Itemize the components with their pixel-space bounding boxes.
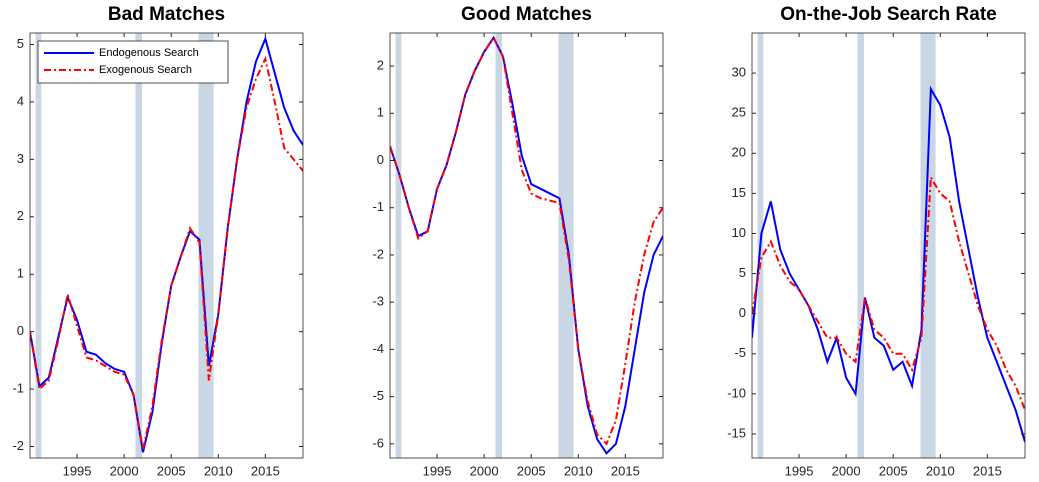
legend-label: Exogenous Search	[99, 64, 192, 76]
series-line	[752, 173, 1025, 411]
x-tick-label: 2005	[517, 463, 546, 478]
x-tick-label: 2015	[611, 463, 640, 478]
x-tick-label: 2010	[564, 463, 593, 478]
y-tick-label: 2	[17, 208, 24, 223]
y-tick-label: 0	[739, 305, 746, 320]
y-tick-label: 10	[732, 225, 746, 240]
panel: -2 -1 0 1 2 3 4 5 1995 2000 2005 2010 2015 Bad Matche…	[12, 4, 304, 478]
y-tick-label: 15	[732, 185, 746, 200]
y-tick-label: 0	[377, 152, 384, 167]
y-tick-label: -3	[372, 294, 384, 309]
axes-box	[751, 32, 1026, 459]
plot-area	[752, 33, 1025, 458]
y-tick-label: -5	[734, 345, 746, 360]
series-line	[752, 85, 1025, 443]
y-tick-label: 2	[377, 57, 384, 72]
x-tick-label: 2015	[973, 463, 1002, 478]
y-tick-label: 3	[17, 151, 24, 166]
recession-band	[198, 33, 214, 458]
plot-area	[30, 33, 303, 458]
recession-band	[395, 33, 402, 458]
series-line	[30, 55, 303, 450]
y-tick-label: 25	[732, 105, 746, 120]
recession-band	[558, 33, 574, 458]
x-tick-label: 2010	[926, 463, 955, 478]
y-tick-label: -5	[372, 388, 384, 403]
x-tick-label: 2005	[157, 463, 186, 478]
y-tick-label: -2	[372, 246, 384, 261]
y-tick-label: 20	[732, 145, 746, 160]
legend-box	[37, 40, 229, 84]
y-tick-label: 5	[739, 265, 746, 280]
y-tick-label: 0	[17, 323, 24, 338]
chart-title: Bad Matches	[108, 4, 225, 25]
x-tick-label: 2015	[251, 463, 280, 478]
x-tick-label: 1995	[63, 463, 92, 478]
recession-band	[135, 33, 143, 458]
x-tick-label: 2000	[832, 463, 861, 478]
y-tick-label: -1	[12, 381, 24, 396]
recession-band	[857, 33, 865, 458]
legend-label: Endogenous Search	[99, 47, 199, 59]
y-tick-label: -1	[372, 199, 384, 214]
panel: -15 -10 -5 0 5 10 15 20 25 30 1995 2000 2005 2010 2015…	[727, 4, 1026, 478]
chart-title: Good Matches	[461, 4, 592, 25]
x-tick-label: 1995	[785, 463, 814, 478]
y-tick-label: 30	[732, 65, 746, 80]
x-tick-label: 2010	[204, 463, 233, 478]
axes-box	[389, 32, 664, 459]
x-tick-label: 2000	[110, 463, 139, 478]
recession-band	[35, 33, 42, 458]
x-tick-label: 2000	[470, 463, 499, 478]
y-tick-label: 1	[17, 266, 24, 281]
y-tick-label: -15	[727, 425, 746, 440]
y-tick-label: -10	[727, 385, 746, 400]
chart-title: On-the-Job Search Rate	[780, 4, 996, 25]
y-tick-label: 4	[17, 93, 24, 108]
recession-band	[495, 33, 503, 458]
series-line	[390, 35, 663, 455]
y-tick-label: -4	[372, 341, 384, 356]
plot-area	[390, 33, 663, 458]
y-tick-label: 5	[17, 36, 24, 51]
axes-box	[29, 32, 304, 459]
panel: -6 -5 -4 -3 -2 -1 0 1 2 1995 2000 2005 2010 2015 Good …	[372, 4, 664, 478]
y-tick-label: -2	[12, 438, 24, 453]
x-tick-label: 1995	[423, 463, 452, 478]
recession-band	[920, 33, 936, 458]
x-tick-label: 2005	[879, 463, 908, 478]
y-tick-label: -6	[372, 435, 384, 450]
y-tick-label: 1	[377, 105, 384, 120]
